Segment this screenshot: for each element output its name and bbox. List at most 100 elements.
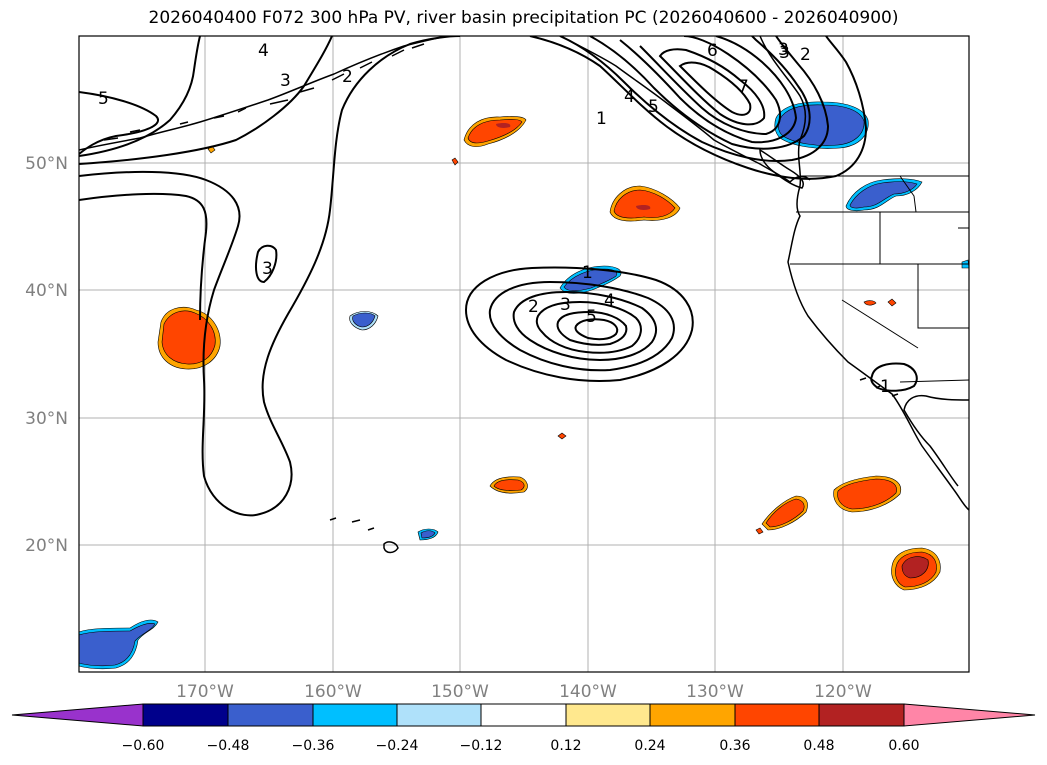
coastline-vancouver-island — [759, 148, 804, 189]
precip-blob-positive — [887, 298, 897, 307]
lon-label-140w: 140°W — [559, 682, 617, 702]
colorbar-tick-label: −0.12 — [460, 738, 503, 754]
contour-label: 3 — [779, 43, 790, 63]
pv-contour — [79, 192, 208, 321]
contour-label: 4 — [624, 87, 635, 107]
coastline-north-america — [759, 36, 969, 511]
colorbar-segment — [396, 703, 482, 727]
colorbar-segment — [649, 703, 736, 727]
colorbar-tick-label: 0.24 — [634, 738, 665, 754]
colorbar-segment — [312, 703, 398, 727]
precip-blob-positive — [765, 498, 805, 528]
colorbar-segment — [480, 703, 567, 727]
latitude-labels: 50°N 40°N 30°N 20°N — [25, 154, 68, 556]
pv-contour — [574, 318, 619, 341]
pv-contour — [529, 36, 868, 180]
coastline-baja-gulf — [903, 394, 969, 487]
longitude-labels: 170°W 160°W 150°W 140°W 130°W 120°W — [176, 682, 872, 702]
contour-label: 1 — [880, 377, 891, 397]
coastline-aleutian-islands — [103, 43, 425, 141]
colorbar-tick-label: −0.36 — [292, 738, 335, 754]
contour-label: 1 — [582, 263, 593, 283]
pv-contour — [464, 266, 694, 383]
contour-label: 4 — [258, 41, 269, 61]
colorbar-tick-label: 0.48 — [803, 738, 834, 754]
colorbar-tick-label: −0.24 — [376, 738, 419, 754]
pv-contour — [79, 36, 333, 165]
lat-label-40n: 40°N — [25, 281, 68, 301]
precip-blob-positive — [496, 123, 511, 128]
lat-label-30n: 30°N — [25, 409, 68, 429]
lon-label-150w: 150°W — [431, 682, 489, 702]
precip-blob-negative — [563, 268, 618, 292]
colorbar-segment — [227, 703, 314, 727]
pv-contour — [512, 290, 658, 362]
colorbar-extend-high — [903, 703, 1036, 727]
colorbar-segment — [734, 703, 820, 727]
colorbar-tick-label: 0.12 — [550, 738, 581, 754]
colorbar-tick-label: −0.48 — [207, 738, 250, 754]
pv-contour — [535, 300, 642, 354]
contour-label: 3 — [560, 295, 571, 315]
contour-label: 5 — [98, 89, 109, 109]
contour-label: 5 — [586, 307, 597, 327]
contour-label: 2 — [342, 67, 353, 87]
colorbar-ticks: −0.60 −0.48 −0.36 −0.24 −0.12 0.12 0.24 … — [122, 738, 920, 754]
contour-label: 3 — [280, 71, 291, 91]
coastline-alaska-panhandle — [559, 36, 811, 183]
contour-label: 3 — [262, 259, 273, 279]
precip-blob-positive — [613, 189, 676, 219]
colorbar-tick-label: −0.60 — [122, 738, 165, 754]
precip-blob-negative — [849, 181, 918, 209]
lat-label-20n: 20°N — [25, 536, 68, 556]
pv-contour — [559, 36, 830, 163]
pv-contour — [488, 280, 675, 372]
precip-blob-positive — [451, 157, 459, 166]
contour-label: 1 — [596, 109, 607, 129]
colorbar-segment — [818, 703, 905, 727]
contour-label: 3 — [778, 40, 789, 60]
border-states — [790, 175, 969, 349]
pv-contour — [79, 36, 201, 157]
contour-label: 2 — [800, 45, 811, 65]
map-title: 2026040400 F072 300 hPa PV, river basin … — [148, 8, 899, 28]
precip-shading — [79, 101, 969, 670]
border-us-mexico — [899, 379, 969, 383]
contour-label: 5 — [648, 97, 659, 117]
contour-label: 2 — [528, 297, 539, 317]
precip-blob-positive — [636, 205, 651, 210]
coastline-hawaii — [329, 517, 399, 554]
pv-contour — [639, 36, 782, 136]
lon-label-130w: 130°W — [686, 682, 744, 702]
pv-contour — [870, 362, 918, 392]
precip-blob-positive — [901, 556, 929, 579]
contour-label: 7 — [738, 77, 749, 97]
precip-blob-negative — [420, 530, 436, 539]
colorbar-tick-label: 0.60 — [888, 738, 919, 754]
colorbar-segment — [142, 703, 229, 727]
pv-contour — [678, 61, 752, 116]
contour-label: 4 — [604, 291, 615, 311]
precip-blob-positive — [493, 479, 525, 491]
pv-contour — [619, 36, 798, 144]
political-borders — [790, 175, 969, 383]
pv-contour — [255, 244, 278, 284]
precip-blob-negative — [778, 104, 865, 146]
pv-contour — [556, 310, 628, 346]
precip-blob-positive — [755, 527, 764, 535]
colorbar-segment — [565, 703, 651, 727]
precip-blob-positive — [557, 432, 567, 440]
colorbar-extend-low — [11, 703, 144, 727]
colorbar-tick-label: 0.36 — [719, 738, 750, 754]
map-area: 5 4 3 2 3 3 6 3 2 7 4 5 1 1 2 3 4 5 1 — [79, 36, 969, 672]
precip-blob-negative — [79, 622, 156, 667]
lon-label-170w: 170°W — [176, 682, 234, 702]
precip-blob-positive — [161, 310, 216, 365]
lon-label-120w: 120°W — [814, 682, 872, 702]
pv-contour — [658, 48, 766, 126]
contour-labels: 5 4 3 2 3 3 6 3 2 7 4 5 1 1 2 3 4 5 1 — [98, 40, 891, 397]
pv-contours — [79, 36, 918, 517]
contour-label: 6 — [707, 41, 718, 61]
pv-contour — [79, 91, 159, 155]
